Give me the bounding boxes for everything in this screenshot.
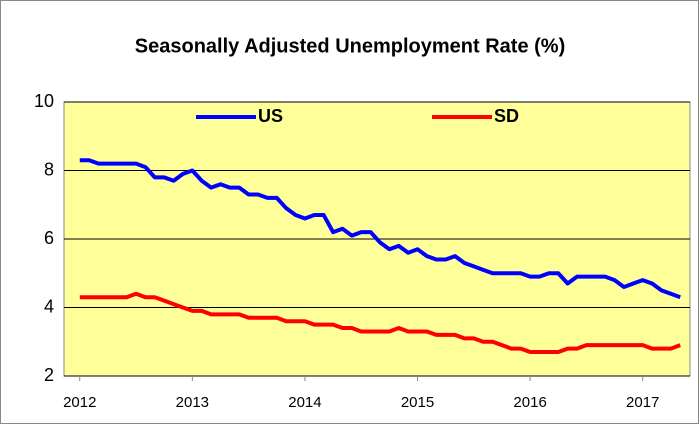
legend-label: US [258, 106, 283, 126]
x-tick-label: 2015 [401, 394, 434, 411]
x-tick-label: 2013 [176, 394, 209, 411]
x-tick-label: 2012 [63, 394, 96, 411]
x-tick-label: 2017 [626, 394, 659, 411]
y-tick-label: 6 [44, 228, 54, 248]
x-tick-label: 2016 [513, 394, 546, 411]
x-tick-label: 2014 [288, 394, 321, 411]
series-line [79, 291, 681, 355]
series-line [79, 158, 681, 300]
chart-title: Seasonally Adjusted Unemployment Rate (%… [135, 35, 565, 57]
y-tick-label: 4 [44, 296, 54, 316]
y-tick-label: 8 [44, 159, 54, 179]
y-tick-label: 10 [34, 91, 54, 111]
legend-label: SD [494, 106, 519, 126]
y-tick-label: 2 [44, 365, 54, 385]
